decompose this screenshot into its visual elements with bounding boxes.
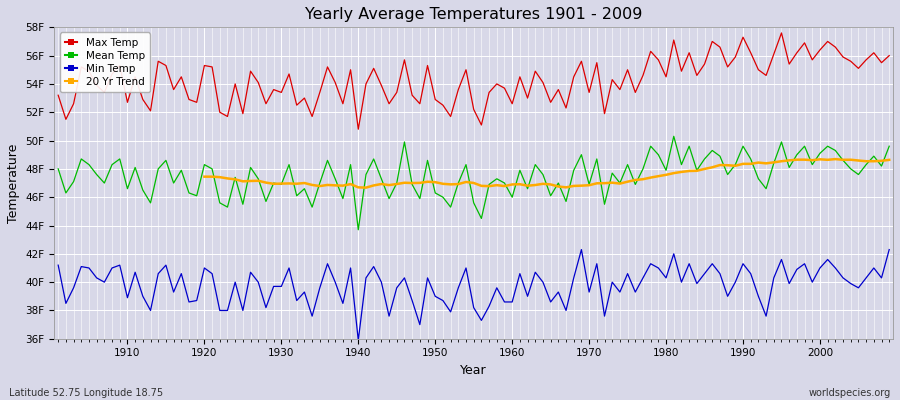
X-axis label: Year: Year: [461, 364, 487, 377]
Text: Latitude 52.75 Longitude 18.75: Latitude 52.75 Longitude 18.75: [9, 388, 163, 398]
Legend: Max Temp, Mean Temp, Min Temp, 20 Yr Trend: Max Temp, Mean Temp, Min Temp, 20 Yr Tre…: [59, 32, 150, 92]
Text: worldspecies.org: worldspecies.org: [809, 388, 891, 398]
Y-axis label: Temperature: Temperature: [7, 143, 20, 223]
Title: Yearly Average Temperatures 1901 - 2009: Yearly Average Temperatures 1901 - 2009: [305, 7, 643, 22]
